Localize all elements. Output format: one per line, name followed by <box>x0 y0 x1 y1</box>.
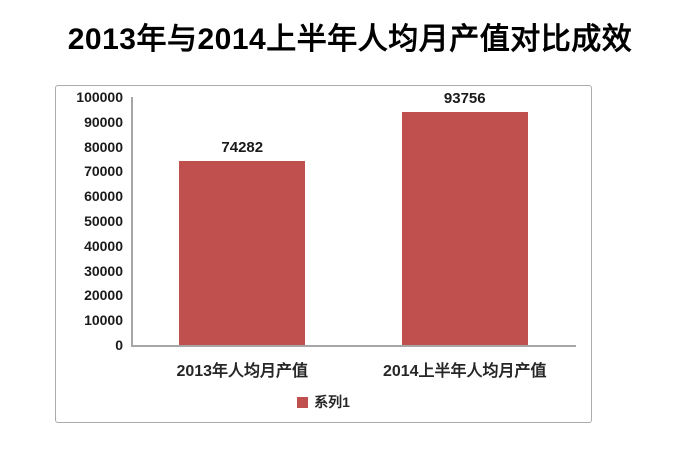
y-tick-label: 40000 <box>84 237 123 254</box>
y-tick-label: 10000 <box>84 312 123 329</box>
bar-value-label: 93756 <box>443 90 486 108</box>
bar-value-label: 74282 <box>221 138 264 156</box>
chart-title: 2013年与2014上半年人均月产值对比成效 <box>67 23 633 56</box>
y-tick-label: 0 <box>115 337 123 353</box>
y-tick-label: 100000 <box>76 89 123 105</box>
y-tick-label: 50000 <box>84 213 123 229</box>
y-tick-label: 80000 <box>84 138 123 155</box>
y-tick-label: 30000 <box>84 262 123 279</box>
bar <box>179 160 306 345</box>
x-category-label: 2013年人均月产值 <box>176 363 309 380</box>
y-tick-label: 20000 <box>84 287 123 304</box>
legend: 系列1 <box>56 392 591 412</box>
y-tick-label: 70000 <box>84 163 123 180</box>
y-tick-label: 60000 <box>84 188 123 205</box>
x-axis <box>131 345 576 347</box>
y-tick-label: 90000 <box>84 113 123 130</box>
legend-label: 系列1 <box>314 394 350 410</box>
legend-swatch <box>297 396 309 408</box>
y-axis <box>131 97 133 347</box>
x-category-label: 2014上半年人均月产值 <box>382 363 547 380</box>
bar <box>401 112 528 345</box>
chart-frame: 0 10000 20000 30000 40000 50000 60000 70000 8000… <box>55 85 592 423</box>
